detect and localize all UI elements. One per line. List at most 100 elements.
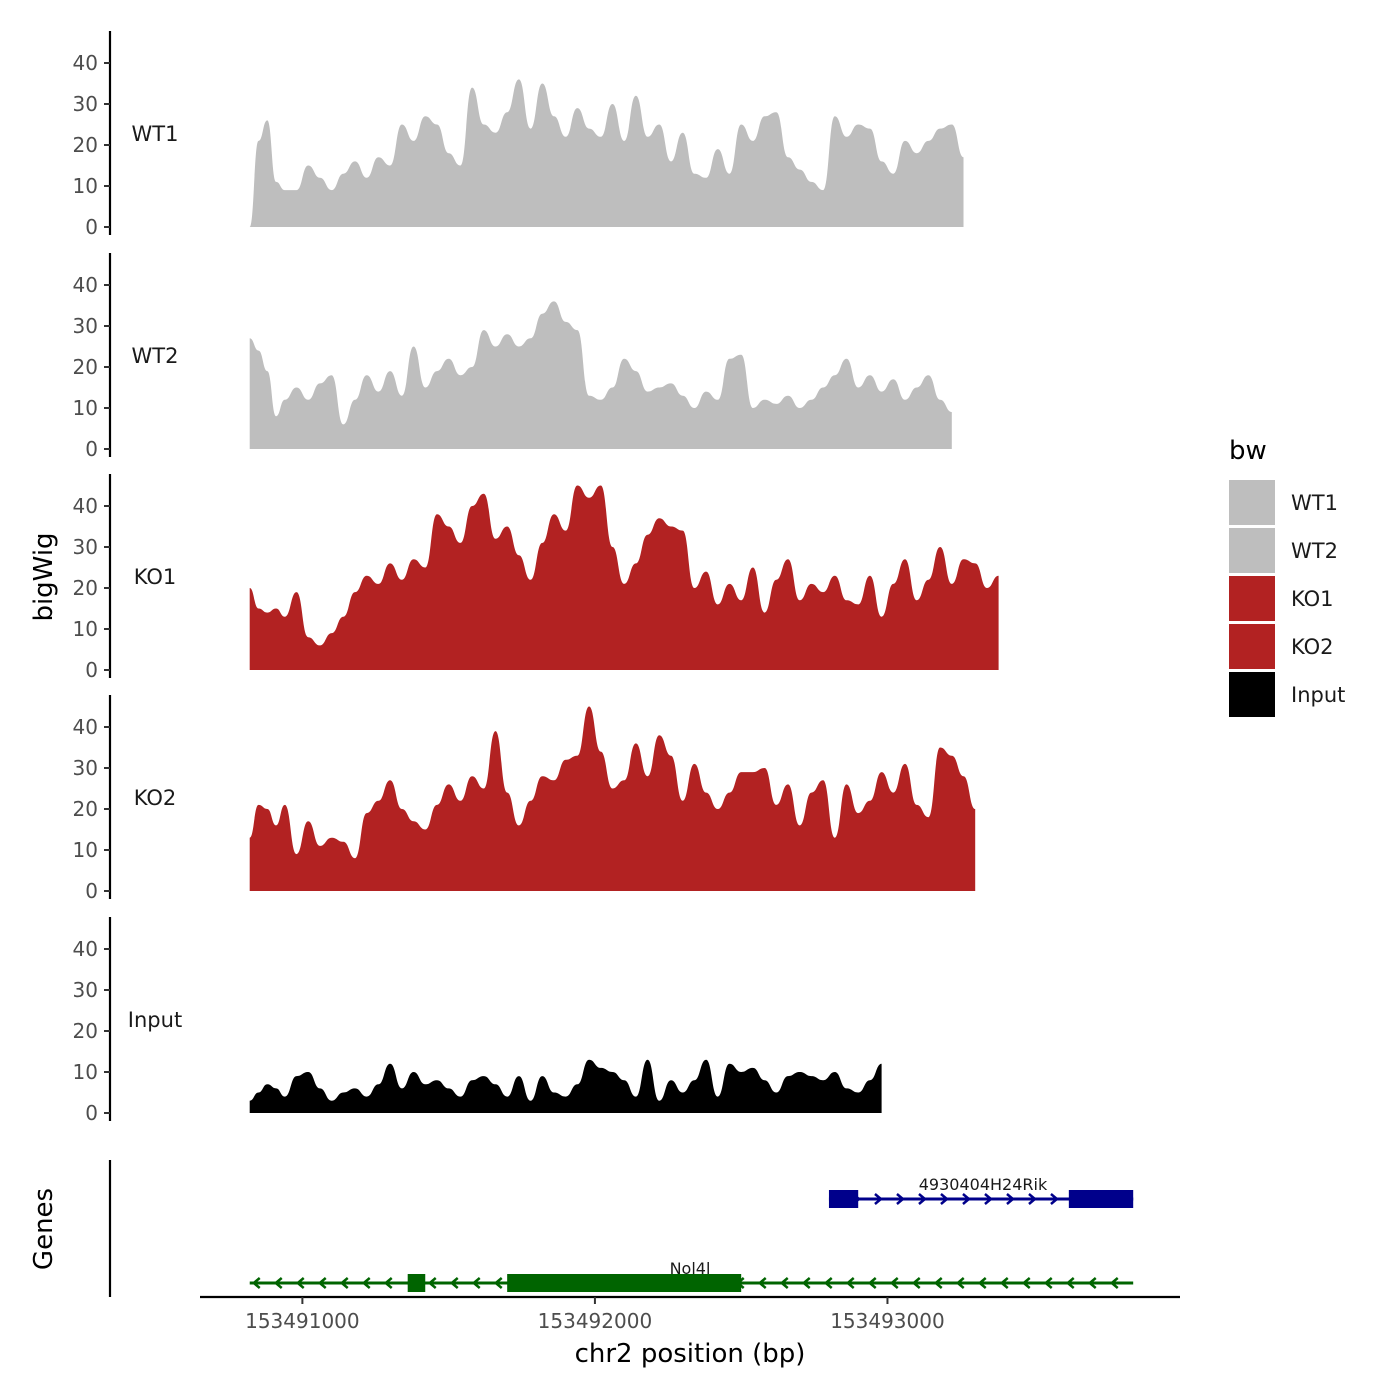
y-axis-title-bigwig: bigWig xyxy=(29,532,59,621)
x-tick-label: 153491000 xyxy=(245,1309,360,1333)
legend-swatch xyxy=(1229,672,1275,717)
legend-label: WT2 xyxy=(1291,539,1338,563)
legend-item-wt2: WT2 xyxy=(1229,528,1338,573)
y-tick-label: 30 xyxy=(73,314,98,338)
track-ko2: 0 10 20 30 40 KO2 xyxy=(73,695,976,903)
y-tick-label: 30 xyxy=(73,92,98,116)
legend-swatch xyxy=(1229,528,1275,573)
legend: bw WT1 WT2 KO1 KO2 Input xyxy=(1229,436,1345,717)
gene-track: 4930404H24Rik Nol4l xyxy=(108,1160,1134,1297)
strand-arrow xyxy=(471,1277,481,1289)
strand-arrow xyxy=(896,1193,905,1205)
y-tick-label: 20 xyxy=(73,133,98,157)
strand-arrow xyxy=(801,1277,811,1289)
area-ko2 xyxy=(249,706,976,891)
strand-arrow xyxy=(1109,1277,1119,1289)
strand-arrow xyxy=(1028,1193,1037,1205)
y-tick-label: 40 xyxy=(73,51,98,75)
track-ko1: 0 10 20 30 40 KO1 xyxy=(73,474,999,682)
gene-label: Nol4l xyxy=(670,1259,711,1278)
legend-title: bw xyxy=(1229,436,1267,466)
track-input: 0 10 20 30 40 Input xyxy=(73,917,882,1125)
track-label: Input xyxy=(128,1008,182,1032)
strand-arrow xyxy=(339,1277,349,1289)
legend-label: KO1 xyxy=(1291,587,1334,611)
strand-arrow xyxy=(845,1277,855,1289)
strand-arrow xyxy=(1050,1193,1059,1205)
y-tick-label: 0 xyxy=(85,1101,98,1125)
strand-arrow xyxy=(449,1277,459,1289)
y-tick-label: 10 xyxy=(73,838,98,862)
strand-arrow xyxy=(889,1277,899,1289)
y-tick-label: 30 xyxy=(73,978,98,1002)
strand-arrow xyxy=(427,1277,437,1289)
area-ko1 xyxy=(249,485,999,670)
strand-arrow xyxy=(273,1277,283,1289)
y-tick-label: 0 xyxy=(85,215,98,239)
legend-item-ko2: KO2 xyxy=(1229,624,1334,669)
y-tick-label: 40 xyxy=(73,715,98,739)
track-wt2: 0 10 20 30 40 WT2 xyxy=(73,253,952,461)
strand-arrow xyxy=(962,1193,971,1205)
legend-item-wt1: WT1 xyxy=(1229,480,1338,525)
y-tick-label: 10 xyxy=(73,617,98,641)
legend-item-ko1: KO1 xyxy=(1229,576,1334,621)
strand-arrow xyxy=(823,1277,833,1289)
legend-label: Input xyxy=(1291,683,1345,707)
y-tick-label: 10 xyxy=(73,396,98,420)
gene-4930404h24rik: 4930404H24Rik xyxy=(828,1175,1134,1208)
strand-arrow xyxy=(493,1277,503,1289)
strand-arrow xyxy=(940,1193,949,1205)
y-tick-label: 0 xyxy=(85,879,98,903)
bigwig-tracks: 0 10 20 30 40 WT1 0 10 20 30 40 WT2 0 10 20 30 40 KO1 0 10 2… xyxy=(73,31,999,1125)
legend-swatch xyxy=(1229,624,1275,669)
strand-arrow xyxy=(874,1193,883,1205)
strand-arrow xyxy=(984,1193,993,1205)
gene-exon xyxy=(828,1190,859,1208)
gene-nol4l: Nol4l xyxy=(249,1259,1134,1292)
legend-item-input: Input xyxy=(1229,672,1345,717)
strand-arrow xyxy=(251,1277,261,1289)
strand-arrow xyxy=(918,1193,927,1205)
strand-arrow xyxy=(1065,1277,1075,1289)
y-tick-label: 30 xyxy=(73,756,98,780)
strand-arrow xyxy=(1006,1193,1015,1205)
track-label: KO1 xyxy=(134,565,177,589)
strand-arrow xyxy=(1043,1277,1053,1289)
y-tick-label: 0 xyxy=(85,658,98,682)
y-tick-label: 20 xyxy=(73,797,98,821)
y-tick-label: 40 xyxy=(73,273,98,297)
strand-arrow xyxy=(779,1277,789,1289)
area-input xyxy=(249,1059,882,1113)
y-tick-label: 40 xyxy=(73,937,98,961)
gene-exon xyxy=(507,1274,742,1292)
y-axis-title-genes: Genes xyxy=(29,1188,59,1270)
y-tick-label: 30 xyxy=(73,535,98,559)
gene-exon xyxy=(1068,1190,1134,1208)
strand-arrow xyxy=(295,1277,305,1289)
strand-arrow xyxy=(933,1277,943,1289)
track-label: KO2 xyxy=(134,786,177,810)
legend-swatch xyxy=(1229,480,1275,525)
strand-arrow xyxy=(361,1277,371,1289)
y-tick-label: 10 xyxy=(73,1060,98,1084)
gene-exon xyxy=(407,1274,426,1292)
legend-label: KO2 xyxy=(1291,635,1334,659)
y-tick-label: 20 xyxy=(73,576,98,600)
x-tick-label: 153493000 xyxy=(830,1309,945,1333)
y-tick-label: 0 xyxy=(85,437,98,461)
legend-label: WT1 xyxy=(1291,491,1338,515)
y-tick-label: 10 xyxy=(73,174,98,198)
strand-arrow xyxy=(757,1277,767,1289)
legend-swatch xyxy=(1229,576,1275,621)
strand-arrow xyxy=(999,1277,1009,1289)
track-label: WT2 xyxy=(132,344,179,368)
y-tick-label: 20 xyxy=(73,1019,98,1043)
track-label: WT1 xyxy=(132,122,179,146)
x-tick-label: 153492000 xyxy=(538,1309,653,1333)
strand-arrow xyxy=(383,1277,393,1289)
y-tick-label: 40 xyxy=(73,494,98,518)
area-wt1 xyxy=(249,79,964,228)
strand-arrow xyxy=(1021,1277,1031,1289)
